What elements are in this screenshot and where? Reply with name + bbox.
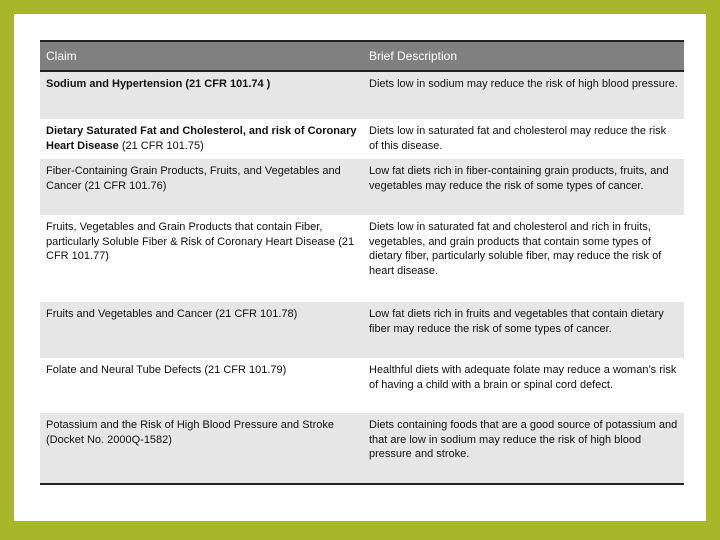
claim-cell: Fruits and Vegetables and Cancer (21 CFR… <box>40 302 363 358</box>
table-row: Fiber-Containing Grain Products, Fruits,… <box>40 159 684 215</box>
table-row: Sodium and Hypertension (21 CFR 101.74 )… <box>40 71 684 119</box>
table-row: Fruits, Vegetables and Grain Products th… <box>40 215 684 302</box>
description-cell: Healthful diets with adequate folate may… <box>369 364 677 391</box>
description-cell: Diets low in saturated fat and cholester… <box>369 125 667 152</box>
header-claim: Claim <box>40 41 363 72</box>
description-cell: Diets low in sodium may reduce the risk … <box>363 71 684 119</box>
table-row: Fruits and Vegetables and Cancer (21 CFR… <box>40 302 684 358</box>
table-row: Folate and Neural Tube Defects (21 CFR 1… <box>40 358 684 413</box>
claim-cell: Dietary Saturated Fat and Cholesterol, a… <box>46 125 357 152</box>
table-header: Claim Brief Description <box>40 41 684 72</box>
slide: Claim Brief Description Sodium and Hyper… <box>14 14 706 521</box>
claim-cell: Fruits, Vegetables and Grain Products th… <box>46 221 355 262</box>
description-cell: Low fat diets rich in fiber-containing g… <box>363 159 684 215</box>
description-cell: Low fat diets rich in fruits and vegetab… <box>363 302 684 358</box>
claim-cell: Fiber-Containing Grain Products, Fruits,… <box>40 159 363 215</box>
table-row: Dietary Saturated Fat and Cholesterol, a… <box>40 119 684 159</box>
description-cell: Diets containing foods that are a good s… <box>363 413 684 484</box>
health-claims-table: Claim Brief Description Sodium and Hyper… <box>40 40 684 485</box>
claim-cell: Folate and Neural Tube Defects (21 CFR 1… <box>46 364 287 376</box>
claim-cell: Potassium and the Risk of High Blood Pre… <box>40 413 363 484</box>
claim-cell: Sodium and Hypertension (21 CFR 101.74 ) <box>40 71 363 119</box>
header-description: Brief Description <box>363 41 684 72</box>
description-cell: Diets low in saturated fat and cholester… <box>369 221 662 277</box>
table-row: Potassium and the Risk of High Blood Pre… <box>40 413 684 484</box>
